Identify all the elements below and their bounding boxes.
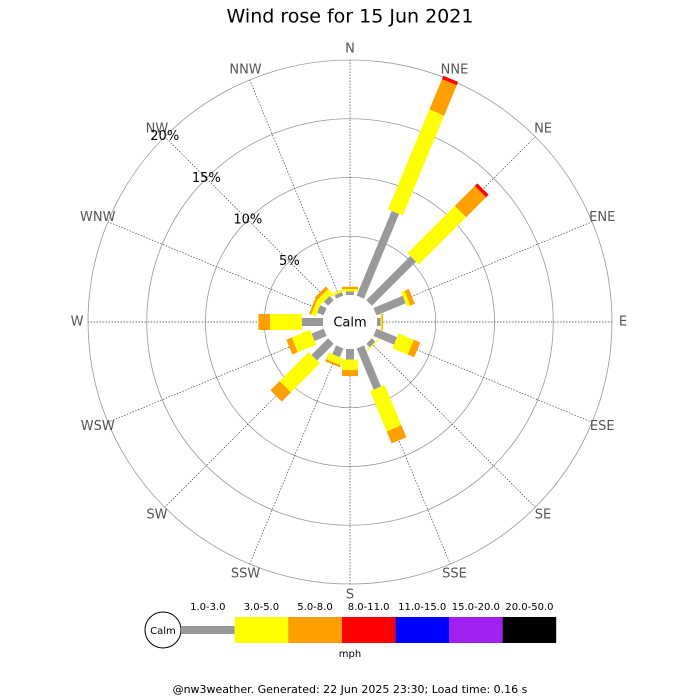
- wind-segment: [370, 385, 402, 432]
- direction-label: N: [345, 42, 355, 57]
- wind-segment: [356, 345, 382, 390]
- legend-label: 20.0-50.0: [505, 602, 553, 613]
- wind-segment: [301, 318, 323, 326]
- spoke: [107, 221, 326, 312]
- wind-segment: [388, 109, 445, 216]
- direction-label: W: [71, 315, 84, 330]
- wind-segment: [474, 183, 489, 198]
- direction-label: SE: [535, 508, 551, 523]
- calm-label: Calm: [333, 316, 366, 331]
- wind-segment: [332, 345, 344, 358]
- wind-segment: [309, 298, 318, 315]
- direction-label: SSW: [231, 567, 261, 582]
- legend-label: 8.0-11.0: [348, 602, 390, 613]
- wind-segment: [429, 79, 457, 116]
- spoke: [249, 79, 340, 298]
- calm-circle: [324, 296, 376, 348]
- direction-label: S: [346, 588, 354, 603]
- wind-segment: [342, 289, 358, 292]
- spoke: [249, 346, 340, 565]
- wind-segment: [314, 286, 329, 301]
- legend-label: 1.0-3.0: [190, 602, 225, 613]
- spoke: [164, 136, 332, 304]
- chart-title: Wind rose for 15 Jun 2021: [227, 6, 474, 28]
- wind-segment: [342, 359, 358, 371]
- wind-segment: [330, 288, 346, 297]
- direction-label: SSE: [442, 567, 467, 582]
- wind-segment: [311, 299, 322, 317]
- wind-segment: [311, 328, 327, 341]
- wind-segment: [316, 288, 333, 305]
- wind-segment: [286, 337, 298, 355]
- legend-calm-label: Calm: [150, 626, 176, 637]
- legend-label: 15.0-20.0: [452, 602, 500, 613]
- wind-segment: [291, 329, 317, 353]
- wind-segment: [311, 338, 334, 361]
- direction-label: NNW: [229, 62, 261, 77]
- direction-label: E: [619, 315, 627, 330]
- legend-swatch: [288, 617, 342, 643]
- wind-segment: [373, 295, 406, 316]
- wind-segment: [381, 314, 383, 330]
- legend-label: 3.0-5.0: [244, 602, 279, 613]
- legend-swatch: [449, 617, 503, 643]
- r-tick-label: 10%: [233, 212, 262, 227]
- wind-segment: [404, 289, 415, 306]
- direction-label: ENE: [589, 210, 615, 225]
- wind-segment: [342, 370, 358, 376]
- wind-segment: [392, 333, 414, 355]
- wind-segment: [407, 339, 421, 358]
- wind-segment: [442, 75, 459, 86]
- r-tick-label: 15%: [192, 171, 221, 186]
- legend-label: 5.0-8.0: [297, 602, 332, 613]
- wind-segment: [279, 352, 320, 393]
- direction-label: SW: [146, 508, 167, 523]
- wind-segment: [326, 352, 344, 366]
- wind-segment: [325, 359, 341, 368]
- wind-segment: [270, 381, 291, 402]
- legend-swatch: [502, 617, 557, 643]
- spoke: [368, 340, 536, 508]
- wind-segment: [373, 328, 398, 345]
- legend-label: 11.0-15.0: [398, 602, 446, 613]
- r-tick-label: 5%: [279, 254, 300, 269]
- r-tick-label: 20%: [150, 129, 179, 144]
- legend-swatch: [341, 617, 396, 643]
- wind-segment: [270, 314, 302, 330]
- wind-segment: [346, 349, 354, 360]
- wind-segment: [407, 205, 467, 265]
- wind-segment: [356, 210, 400, 299]
- legend-swatch: [181, 626, 235, 634]
- wind-segment: [386, 425, 407, 444]
- wind-segment: [366, 338, 379, 351]
- wind-segment: [454, 185, 487, 218]
- direction-label: NE: [534, 121, 552, 136]
- legend-swatch: [395, 617, 449, 643]
- legend-swatch: [234, 617, 289, 643]
- wind-segment: [334, 292, 344, 299]
- wind-segment: [342, 286, 358, 290]
- wind-segment: [323, 295, 334, 306]
- unit-label: mph: [339, 649, 361, 660]
- wind-segment: [258, 314, 271, 330]
- footer: @nw3weather. Generated: 22 Jun 2025 23:3…: [173, 683, 528, 696]
- wind-segment: [366, 338, 376, 348]
- wind-segment: [346, 291, 354, 295]
- direction-label: NW: [146, 121, 169, 136]
- spoke: [107, 332, 326, 423]
- wind-segment: [380, 314, 382, 330]
- grid-ring: [146, 118, 554, 526]
- wind-segment: [366, 256, 416, 306]
- direction-label: ESE: [590, 419, 615, 434]
- direction-label: NNE: [441, 62, 469, 77]
- wind-segment: [377, 318, 381, 326]
- wind-segment: [401, 290, 411, 307]
- direction-label: WNW: [80, 210, 116, 225]
- wind-segment: [317, 305, 327, 316]
- direction-label: WSW: [81, 419, 115, 434]
